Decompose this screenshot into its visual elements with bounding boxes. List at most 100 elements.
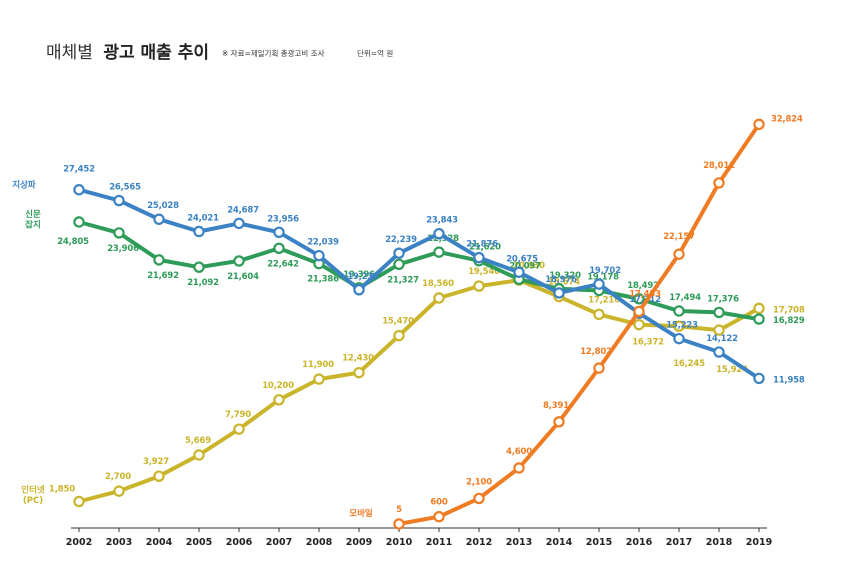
data-label: 1,850 <box>49 484 75 494</box>
x-tick-label: 2015 <box>586 537 612 548</box>
data-point <box>233 423 245 435</box>
data-label: 3,927 <box>143 457 169 467</box>
data-label: 32,824 <box>771 114 803 124</box>
series-layer: 1,850 2,700 3,927 5,669 7,790 10,200 11,900 12,… <box>12 114 805 530</box>
data-label: 26,565 <box>109 183 141 193</box>
data-label: 5,669 <box>185 436 211 446</box>
data-label: 23,843 <box>426 216 458 226</box>
data-label: 24,687 <box>227 205 259 215</box>
source-note: ※ 자료=제일기획 총광고비 조사 <box>222 48 325 58</box>
series-3: 5 600 2,100 4,600 8,391 12,802 17,453 22,157 28,… <box>349 114 803 530</box>
x-tick-label: 2013 <box>506 537 532 548</box>
x-tick-label: 2007 <box>266 537 292 548</box>
data-label: 16,829 <box>773 316 805 326</box>
data-point <box>73 184 85 196</box>
series-name-line: 모바일 <box>349 508 373 519</box>
series-name-label: 신문 잡지 <box>25 209 41 231</box>
series-name-label: 지상파 <box>12 180 36 191</box>
data-point <box>73 495 85 508</box>
data-label: 4,600 <box>506 447 532 457</box>
data-label: 22,157 <box>663 232 695 242</box>
data-label: 20,675 <box>506 254 538 264</box>
x-tick-label: 2010 <box>386 537 413 548</box>
data-point <box>393 247 405 259</box>
data-point <box>713 324 725 336</box>
data-label: 21,327 <box>387 275 419 285</box>
series-line-3 <box>397 122 761 526</box>
data-point <box>393 258 405 271</box>
data-label: 23,956 <box>267 214 299 224</box>
data-point <box>713 346 725 358</box>
data-label: 27,452 <box>63 165 95 175</box>
data-label: 19,396 <box>343 270 375 280</box>
series-line-0 <box>77 187 761 381</box>
x-axis: 2002 2003 2004 2005 2006 2007 2008 2009 2010 2011… <box>66 527 772 548</box>
data-point <box>753 313 765 325</box>
data-label: 12,430 <box>342 354 374 364</box>
x-tick-label: 2019 <box>746 537 772 548</box>
data-label: 22,642 <box>267 259 299 269</box>
data-point <box>673 320 685 332</box>
data-point <box>753 118 765 131</box>
data-label: 21,620 <box>469 243 501 253</box>
data-label: 22,239 <box>385 235 417 245</box>
data-label: 7,790 <box>225 410 251 420</box>
data-label: 18,674 <box>548 278 580 288</box>
x-tick-label: 2002 <box>66 537 92 548</box>
data-label: 28,011 <box>703 161 735 171</box>
data-point <box>753 372 765 385</box>
data-point <box>193 449 205 461</box>
series-name-label: 인터넷 (PC) <box>21 484 45 506</box>
data-label: 22,039 <box>307 238 339 248</box>
series-name-line: 잡지 <box>25 220 41 231</box>
data-point <box>153 470 165 482</box>
data-label: 15,223 <box>666 321 698 331</box>
data-point <box>193 225 205 238</box>
x-tick-label: 2017 <box>666 537 692 548</box>
x-tick-label: 2003 <box>106 537 132 548</box>
data-point <box>673 248 685 260</box>
x-tick-label: 2014 <box>546 537 573 548</box>
series-name-line: 인터넷 <box>21 484 45 495</box>
data-label: 21,386 <box>307 275 339 285</box>
data-point <box>433 510 445 523</box>
data-point <box>473 280 485 292</box>
chart-title-prefix: 매체별 <box>46 43 93 63</box>
data-point <box>113 227 125 239</box>
data-label: 15,924 <box>716 365 748 375</box>
data-label: 17,376 <box>707 294 739 304</box>
data-label: 25,028 <box>147 201 179 211</box>
data-point <box>433 246 445 258</box>
data-label: 17,708 <box>773 305 805 315</box>
data-label: 21,604 <box>227 272 259 282</box>
data-point <box>313 249 325 262</box>
data-point <box>233 255 245 267</box>
series-name-label: 모바일 <box>349 508 373 519</box>
data-label: 2,700 <box>105 472 131 482</box>
data-point <box>593 362 605 374</box>
x-tick-label: 2004 <box>146 537 173 548</box>
data-label: 24,805 <box>57 237 89 247</box>
data-point <box>633 305 645 318</box>
data-label: 14,122 <box>706 334 738 344</box>
data-point <box>553 287 565 299</box>
x-tick-label: 2011 <box>426 537 452 548</box>
data-point <box>113 194 125 207</box>
data-label: 17,216 <box>588 295 620 305</box>
data-point <box>153 213 165 225</box>
data-label: 20,030 <box>513 261 545 271</box>
x-tick-label: 2009 <box>346 537 372 548</box>
data-point <box>313 373 325 385</box>
data-point <box>633 318 645 331</box>
data-label: 12,802 <box>580 347 612 357</box>
data-label: 2,100 <box>466 477 492 487</box>
data-point <box>673 305 685 317</box>
data-point <box>553 416 565 428</box>
data-label: 11,900 <box>302 360 334 370</box>
data-label: 15,470 <box>382 317 414 327</box>
data-point <box>233 217 245 230</box>
x-tick-label: 2016 <box>626 537 653 548</box>
data-point <box>593 278 605 290</box>
data-point <box>393 518 405 530</box>
